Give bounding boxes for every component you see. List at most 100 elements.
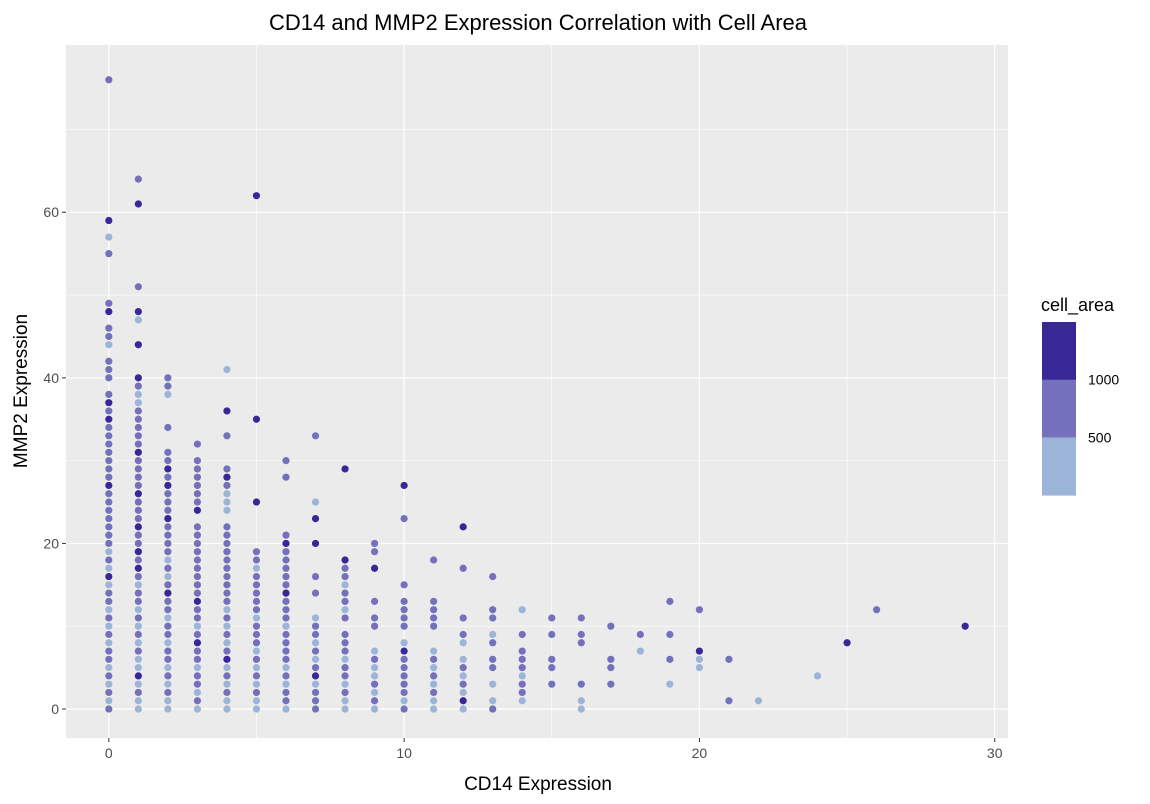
data-point: [252, 688, 261, 697]
data-point: [193, 473, 202, 481]
data-point: [370, 597, 379, 605]
data-point: [193, 647, 202, 655]
data-point: [134, 465, 142, 473]
data-point: [341, 556, 349, 564]
data-point: [193, 597, 202, 605]
data-point: [164, 664, 172, 672]
data-point: [607, 655, 615, 663]
data-point: [134, 597, 142, 605]
data-point: [105, 664, 113, 672]
data-point: [193, 440, 202, 448]
x-tick-label: 0: [105, 745, 113, 761]
data-point: [193, 490, 202, 498]
data-point: [134, 572, 142, 581]
legend-color-band: [1042, 322, 1076, 381]
data-point: [400, 614, 408, 622]
data-point: [223, 564, 231, 572]
data-point: [193, 630, 202, 639]
data-point: [341, 606, 349, 614]
data-point: [223, 688, 231, 697]
data-point: [341, 572, 349, 581]
data-point: [341, 581, 349, 589]
data-point: [282, 548, 290, 556]
data-point: [370, 564, 379, 572]
legend-color-band: [1042, 437, 1076, 496]
data-point: [311, 639, 320, 647]
data-point: [193, 614, 202, 622]
data-point: [518, 655, 526, 663]
data-point: [134, 672, 142, 680]
data-point: [282, 473, 290, 481]
data-point: [164, 539, 172, 548]
data-point: [341, 688, 349, 697]
data-point: [105, 250, 113, 258]
data-point: [164, 705, 172, 713]
data-point: [282, 457, 290, 465]
data-point: [400, 672, 408, 680]
data-point: [105, 341, 113, 349]
data-point: [105, 506, 113, 514]
data-point: [282, 622, 290, 630]
data-point: [164, 506, 172, 514]
data-point: [370, 655, 379, 663]
data-point: [341, 680, 349, 688]
data-point: [193, 523, 202, 531]
data-point: [430, 697, 438, 705]
data-point: [311, 514, 320, 523]
data-point: [134, 506, 142, 514]
data-point: [193, 680, 202, 688]
chart-title: CD14 and MMP2 Expression Correlation wit…: [269, 10, 808, 35]
data-point: [193, 572, 202, 581]
data-point: [193, 556, 202, 564]
data-point: [134, 622, 142, 630]
data-point: [252, 680, 261, 688]
data-point: [430, 556, 438, 564]
data-point: [459, 688, 467, 697]
data-point: [134, 614, 142, 622]
data-point: [577, 705, 585, 713]
data-point: [489, 664, 497, 672]
data-point: [489, 630, 497, 639]
data-point: [164, 589, 172, 597]
y-tick-label: 0: [51, 701, 59, 717]
data-point: [134, 440, 142, 448]
data-point: [164, 481, 172, 490]
data-point: [489, 680, 497, 688]
data-point: [134, 308, 142, 316]
data-point: [400, 655, 408, 663]
data-point: [164, 514, 172, 523]
data-point: [400, 581, 408, 589]
data-point: [105, 548, 113, 556]
data-point: [252, 705, 261, 713]
data-point: [430, 647, 438, 655]
data-point: [105, 597, 113, 605]
data-point: [518, 630, 526, 639]
data-points: [105, 76, 969, 713]
data-point: [223, 639, 231, 647]
data-point: [134, 531, 142, 539]
x-axis-title: CD14 Expression: [464, 774, 612, 795]
data-point: [282, 639, 290, 647]
x-axis-ticks: 0 10 20 30: [105, 738, 1003, 761]
legend-label: 500: [1088, 429, 1112, 445]
data-point: [252, 655, 261, 663]
data-point: [223, 672, 231, 680]
data-point: [282, 572, 290, 581]
x-tick-label: 30: [987, 745, 1003, 761]
data-point: [134, 639, 142, 647]
data-point: [164, 597, 172, 605]
data-point: [577, 697, 585, 705]
data-point: [370, 697, 379, 705]
data-point: [193, 606, 202, 614]
data-point: [577, 680, 585, 688]
x-tick-label: 20: [692, 745, 708, 761]
data-point: [489, 697, 497, 705]
data-point: [725, 655, 733, 663]
data-point: [223, 556, 231, 564]
data-point: [134, 556, 142, 564]
data-point: [489, 655, 497, 663]
data-point: [134, 606, 142, 614]
data-point: [311, 432, 320, 440]
data-point: [164, 374, 172, 382]
data-point: [311, 647, 320, 655]
